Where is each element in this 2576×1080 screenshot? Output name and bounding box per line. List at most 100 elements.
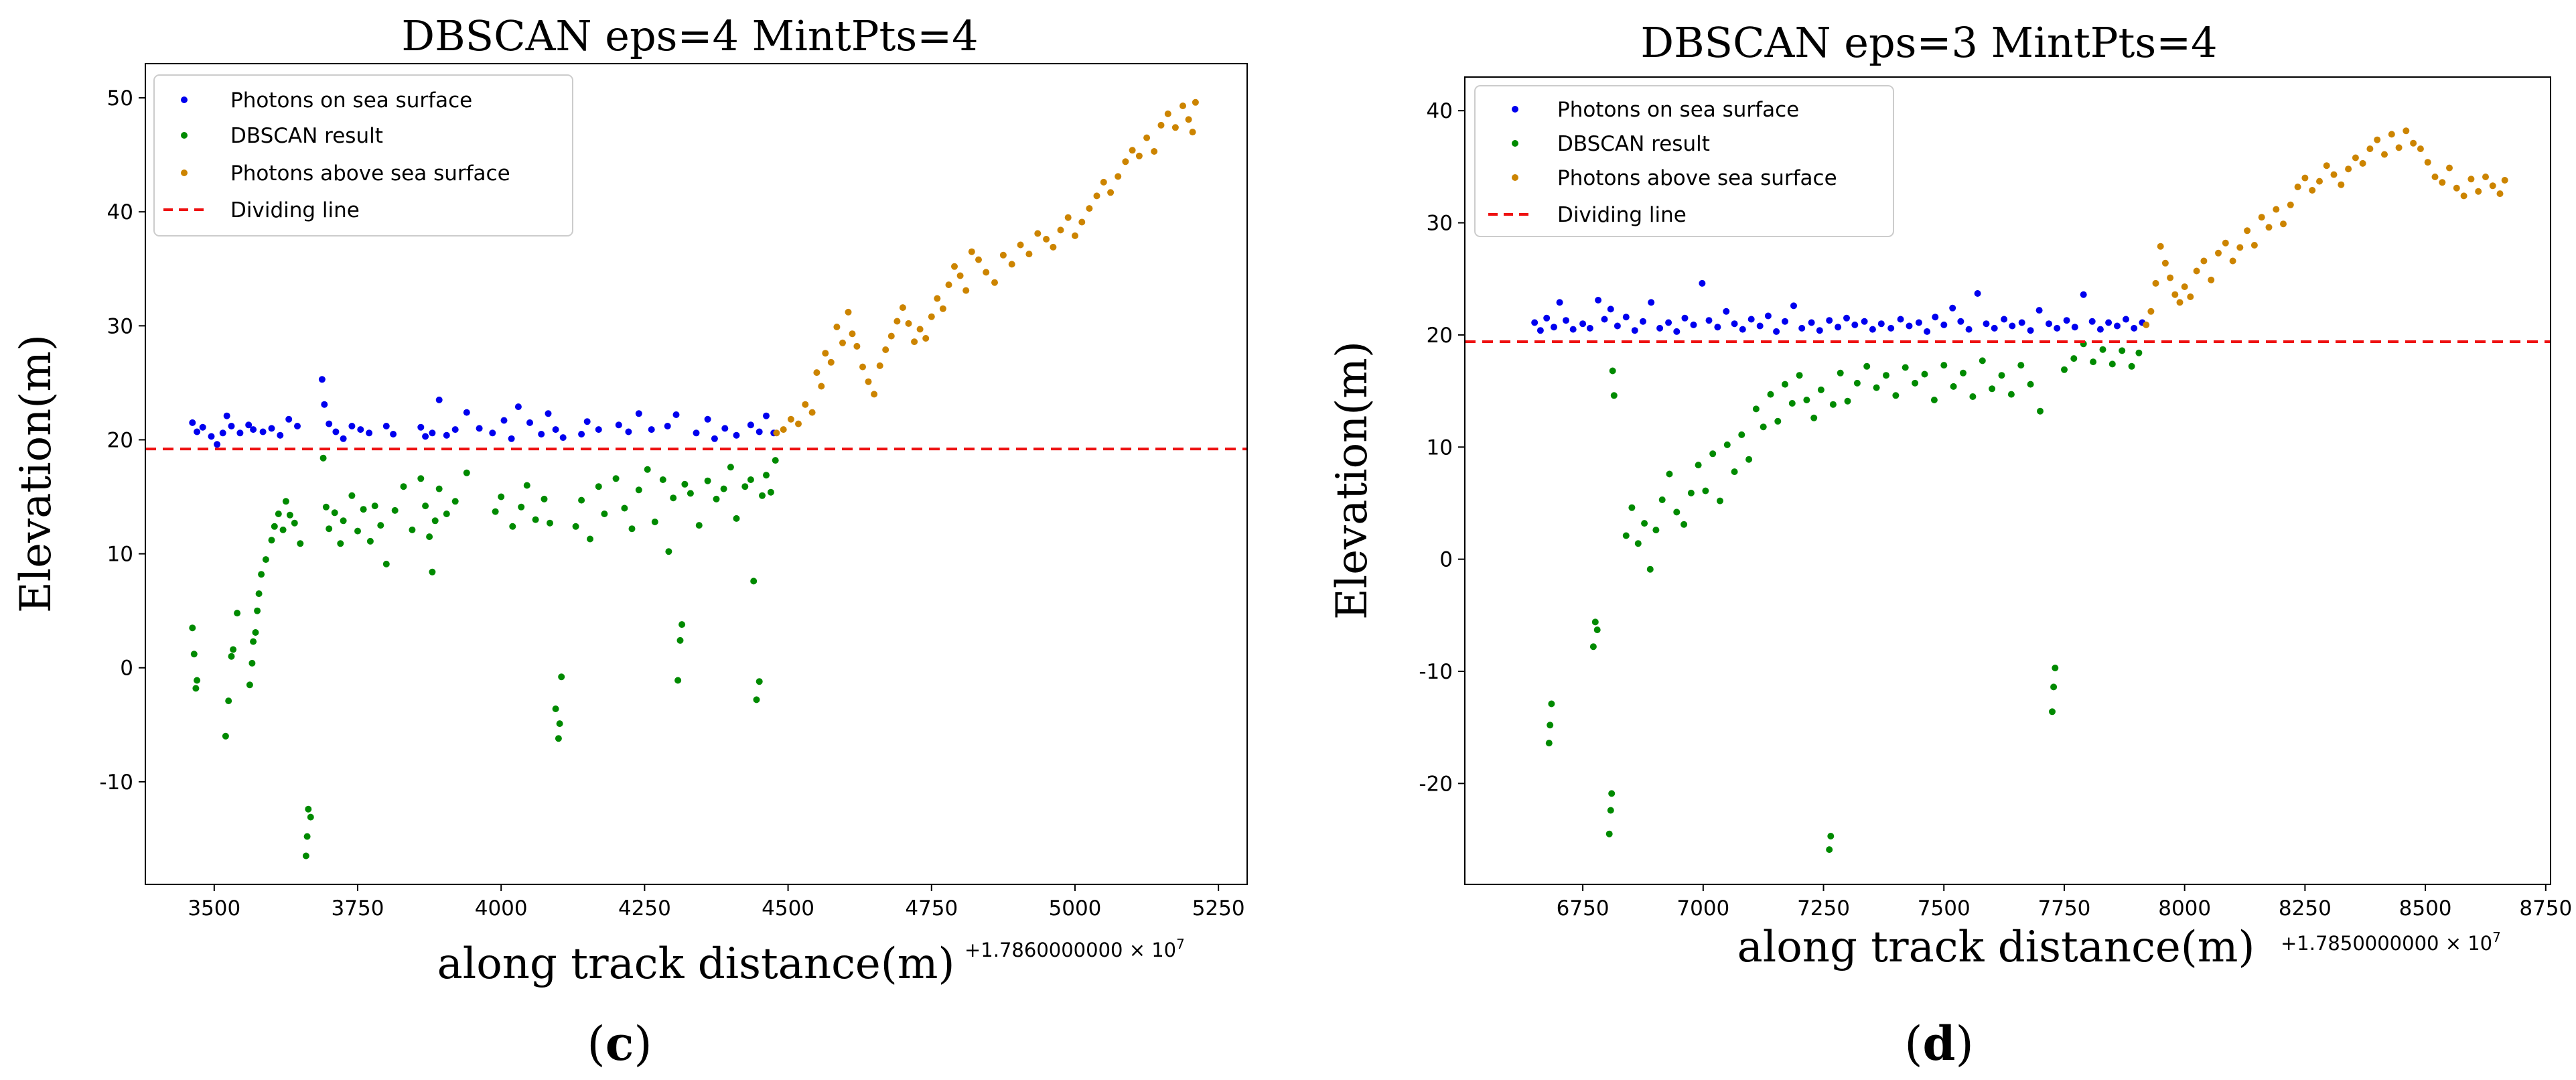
- point-dbscan: [1731, 468, 1738, 476]
- point-above: [1115, 173, 1122, 180]
- point-above: [1179, 103, 1186, 109]
- point-sea-surface: [443, 431, 450, 439]
- point-dbscan: [463, 469, 470, 476]
- legend-marker-sea-surface: [1512, 106, 1518, 113]
- y-tick-label: 20: [107, 428, 133, 452]
- point-dbscan: [1680, 521, 1688, 528]
- point-dbscan: [1622, 532, 1630, 539]
- point-sea-surface: [1556, 299, 1563, 306]
- point-dbscan: [366, 537, 374, 545]
- legend-label-dbscan: DBSCAN result: [1557, 132, 1710, 156]
- point-dbscan: [1760, 423, 1767, 431]
- point-above: [2200, 257, 2208, 265]
- point-above: [939, 305, 946, 312]
- point-dbscan: [443, 511, 450, 517]
- point-sea-surface: [1835, 324, 1842, 331]
- point-sea-surface: [615, 421, 622, 429]
- point-sea-surface: [1569, 326, 1577, 333]
- point-dbscan: [1930, 397, 1938, 403]
- point-dbscan: [1702, 487, 1709, 494]
- point-dbscan: [326, 525, 333, 533]
- point-dbscan: [756, 678, 763, 685]
- point-sea-surface: [2123, 316, 2129, 323]
- point-above: [2439, 179, 2446, 186]
- point-above: [839, 339, 846, 346]
- point-sea-surface: [672, 411, 680, 418]
- point-dbscan: [1892, 392, 1900, 399]
- point-dbscan: [727, 464, 734, 471]
- point-above: [2181, 283, 2188, 290]
- point-dbscan: [695, 522, 703, 529]
- point-sea-surface: [2105, 319, 2113, 326]
- point-dbscan: [687, 490, 694, 497]
- x-tick-label: 7000: [1676, 896, 1729, 921]
- point-sea-surface: [476, 425, 483, 432]
- point-sea-surface: [208, 433, 215, 440]
- point-above: [2244, 227, 2251, 234]
- plot-frame: [145, 63, 1248, 885]
- chart-panel-d: DBSCAN eps=3 MintPts=4 6750 7000 7250 7500 7…: [1328, 18, 2572, 1071]
- point-sea-surface: [340, 435, 347, 442]
- point-dbscan: [1673, 509, 1680, 516]
- point-sea-surface: [1924, 328, 1931, 335]
- point-sea-surface: [2027, 327, 2034, 334]
- point-sea-surface: [559, 434, 567, 442]
- y-tick-label: 40: [107, 200, 133, 224]
- point-dbscan: [763, 472, 770, 479]
- point-above: [905, 320, 912, 327]
- point-above: [951, 263, 958, 270]
- point-sea-surface: [1699, 279, 1706, 287]
- point-dbscan: [1844, 397, 1851, 405]
- point-dbscan: [1589, 643, 1597, 651]
- point-sea-surface: [390, 431, 397, 437]
- point-dbscan: [1634, 540, 1642, 547]
- point-dbscan: [1745, 456, 1753, 463]
- x-axis-label: along track distance(m): [437, 939, 955, 989]
- legend-box: [1474, 85, 1894, 237]
- point-sea-surface: [277, 431, 284, 439]
- point-dbscan: [509, 523, 516, 530]
- point-dbscan: [303, 833, 311, 840]
- point-dbscan: [1873, 384, 1880, 391]
- point-sea-surface: [526, 419, 533, 426]
- point-dbscan: [595, 483, 602, 490]
- point-dbscan: [1646, 565, 1654, 573]
- point-dbscan: [322, 503, 330, 511]
- point-dbscan: [1605, 830, 1613, 837]
- point-dbscan: [1826, 846, 1833, 854]
- point-above: [1008, 261, 1015, 268]
- point-dbscan: [1782, 381, 1788, 388]
- point-dbscan: [1774, 417, 1782, 425]
- point-sea-surface: [1949, 304, 1956, 312]
- legend-label-above: Photons above sea surface: [230, 161, 510, 186]
- point-above: [991, 279, 998, 286]
- point-dbscan: [192, 685, 200, 692]
- point-sea-surface: [1543, 314, 1551, 322]
- point-sea-surface: [1773, 328, 1780, 335]
- point-sea-surface: [1631, 327, 1638, 334]
- point-above: [893, 318, 901, 325]
- point-dbscan: [492, 508, 499, 515]
- point-sea-surface: [2035, 307, 2043, 314]
- point-sea-surface: [500, 417, 508, 424]
- point-dbscan: [252, 629, 259, 636]
- point-dbscan: [498, 493, 505, 500]
- point-dbscan: [307, 813, 314, 821]
- point-above: [773, 429, 780, 437]
- legend-label-above: Photons above sea surface: [1557, 166, 1837, 190]
- point-sea-surface: [578, 431, 585, 437]
- point-dbscan: [1969, 393, 1977, 400]
- point-sea-surface: [1782, 318, 1788, 325]
- y-tick-label: 0: [120, 657, 133, 681]
- point-above: [2417, 145, 2424, 153]
- point-dbscan: [391, 507, 399, 514]
- point-dbscan: [302, 852, 309, 860]
- point-dbscan: [234, 610, 241, 617]
- point-above: [2176, 299, 2184, 306]
- point-dbscan: [1902, 364, 1909, 371]
- point-sea-surface: [1731, 320, 1738, 328]
- point-sea-surface: [1991, 324, 1998, 332]
- point-above: [2403, 127, 2410, 135]
- point-above: [956, 272, 964, 279]
- x-tick-label: 4500: [762, 896, 814, 921]
